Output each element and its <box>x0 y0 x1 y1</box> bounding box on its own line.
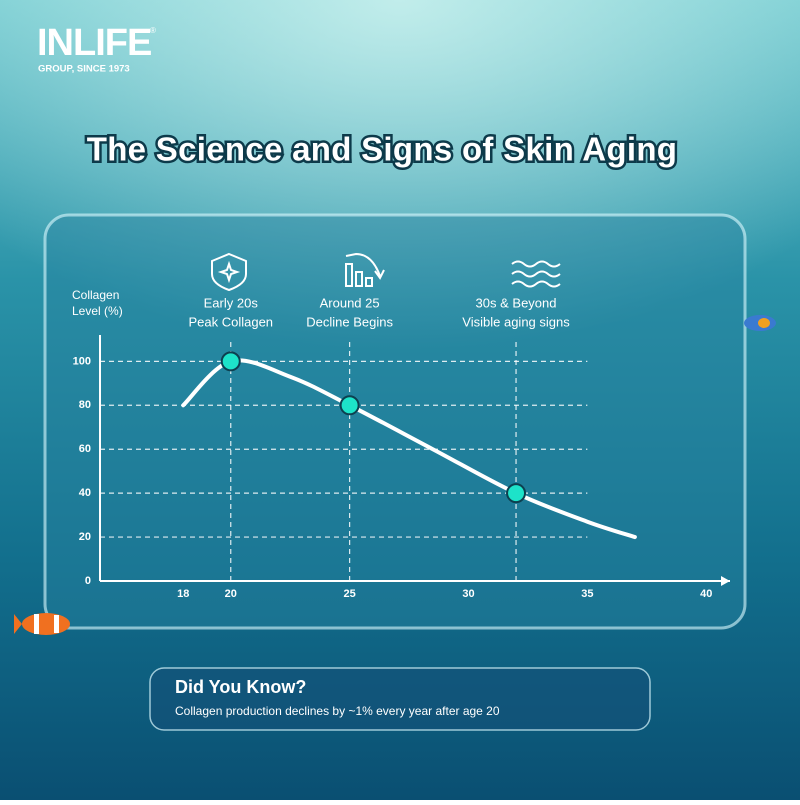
note-box <box>149 667 651 731</box>
note-title: Did You Know? <box>175 677 306 697</box>
x-tick-label: 30 <box>462 588 474 600</box>
light <box>0 0 800 500</box>
x-tick-label: 25 <box>343 588 355 600</box>
logo: INLIFE <box>37 22 151 64</box>
x-tick-label: 40 <box>700 588 712 600</box>
y-axis-label: Collagen <box>72 288 119 302</box>
y-tick-label: 80 <box>79 399 91 411</box>
logo-mark: ® <box>150 26 156 35</box>
annotation: Early 20s <box>204 295 259 310</box>
annotation: Around 25 <box>320 295 380 310</box>
y-axis-label: Level (%) <box>72 304 123 318</box>
note-text: Collagen production declines by ~1% ever… <box>175 704 500 718</box>
y-tick-label: 40 <box>79 487 91 499</box>
fish <box>14 315 776 635</box>
highlight-point <box>506 483 527 504</box>
chart-panel <box>43 213 747 630</box>
x-tick-label: 20 <box>225 588 237 600</box>
annotation: 30s & Beyond <box>476 295 557 310</box>
highlight-point <box>220 351 241 372</box>
logo-tagline: GROUP, SINCE 1973 <box>38 64 130 75</box>
icons <box>211 252 561 292</box>
highlight-point <box>339 395 360 416</box>
y-tick-label: 100 <box>73 355 91 367</box>
x-tick-label: 18 <box>177 588 189 600</box>
annotation: Visible aging signs <box>462 314 570 329</box>
y-tick-label: 60 <box>79 443 91 455</box>
annotation: Decline Begins <box>306 314 393 329</box>
y-tick-label: 0 <box>85 575 91 587</box>
x-tick-label: 35 <box>581 588 593 600</box>
title: The Science and Signs of Skin Aging <box>87 131 678 168</box>
x-axis-arrow <box>721 576 730 586</box>
annotation: Peak Collagen <box>188 314 273 329</box>
y-tick-label: 20 <box>79 531 91 543</box>
